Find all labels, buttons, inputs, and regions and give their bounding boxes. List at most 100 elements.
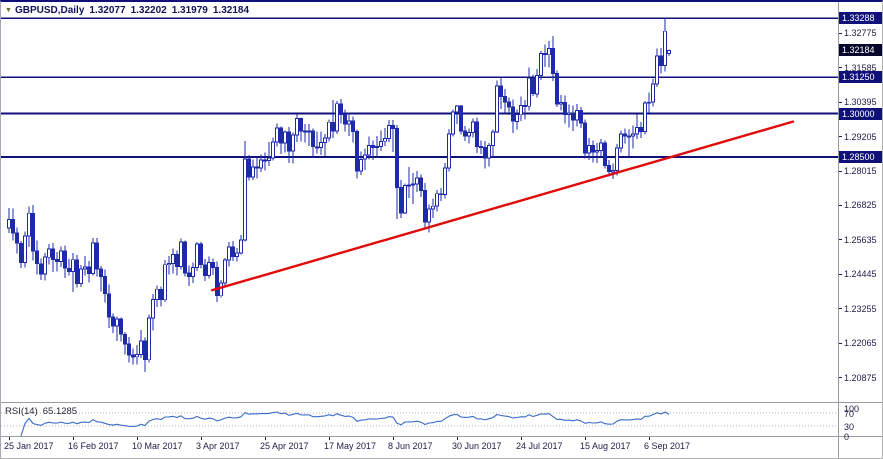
candle-body [467, 131, 471, 137]
candle-body [551, 47, 555, 74]
candle-body [387, 124, 391, 139]
candle-body [107, 293, 111, 318]
candle-body [647, 101, 651, 104]
candle-body [383, 137, 387, 142]
candle-body [575, 110, 579, 121]
candle-body [667, 49, 671, 54]
candle-body [495, 85, 499, 133]
candle-body [599, 142, 603, 151]
candle-body [431, 205, 435, 210]
price-axis-tick-mark [839, 136, 842, 138]
price-axis-tick-mark [839, 377, 842, 379]
candle-body [195, 243, 199, 269]
candle-body [371, 145, 375, 149]
price-pane[interactable] [1, 2, 838, 402]
candle-body [83, 266, 87, 270]
candle-body [63, 250, 67, 269]
candle-body [27, 212, 31, 237]
candle-body [51, 248, 55, 260]
candle-body [215, 267, 219, 297]
candle-body [639, 126, 643, 132]
candle-body [523, 104, 527, 107]
candle-body [559, 102, 563, 105]
candle-body [567, 112, 571, 116]
price-axis-label: 1.30395 [844, 97, 877, 108]
candle-body [407, 184, 411, 187]
price-axis-tick-mark [839, 101, 842, 103]
time-axis-tick-mark [585, 437, 586, 440]
candle-body [335, 103, 339, 132]
symbol-timeframe-label: GBPUSD,Daily [14, 5, 85, 16]
candle-body [491, 131, 495, 147]
main-rsi-separator[interactable] [1, 402, 882, 403]
candle-body [283, 131, 287, 144]
candle-body [627, 135, 631, 138]
rsi-pane[interactable] [1, 403, 838, 436]
candle-body [171, 253, 175, 265]
candle-body [319, 142, 323, 148]
price-axis-separator [838, 2, 839, 458]
quote-high: 1.32202 [130, 5, 167, 16]
candle-body [259, 159, 263, 169]
candle-body [439, 193, 443, 196]
candle-body [223, 259, 227, 284]
candle-body [143, 340, 147, 361]
candle-body [459, 105, 463, 132]
price-axis-label: 1.23255 [844, 303, 877, 314]
candle-body [15, 232, 19, 244]
candle-body [423, 189, 427, 223]
candle-body [503, 95, 507, 103]
price-axis[interactable]: 1.32775 1.31585 1.30395 1.29205 1.28015 1.268… [839, 2, 882, 458]
candle-body [287, 131, 291, 152]
candle-body [611, 170, 615, 173]
trendline[interactable] [210, 120, 795, 292]
candle-body [311, 130, 315, 148]
time-axis[interactable]: 25 Jan 2017 16 Feb 2017 10 Mar 2017 3 Apr 2… [1, 437, 838, 458]
current-price-badge: 1.32184 [839, 44, 882, 57]
candle-body [135, 354, 139, 358]
candle-body [179, 241, 183, 267]
candle-body [359, 158, 363, 172]
candle-body [151, 299, 155, 319]
candle-body [479, 146, 483, 149]
candle-body [343, 114, 347, 125]
price-axis-label: 1.32775 [844, 28, 877, 39]
candle-body [651, 83, 655, 103]
candle-body [419, 177, 423, 191]
candle-body [11, 219, 15, 234]
candle-body [7, 219, 11, 229]
candle-body [331, 121, 335, 132]
price-axis-tick-mark [839, 170, 842, 172]
time-axis-tick-mark [201, 437, 202, 440]
time-axis-label: 16 Feb 2017 [68, 441, 119, 451]
candle-body [123, 333, 127, 345]
candle-body [243, 158, 247, 241]
rsi-name: RSI(14) [5, 406, 38, 417]
candle-body [299, 117, 303, 132]
candle-body [547, 47, 551, 56]
candle-body [207, 261, 211, 276]
price-axis-label: 1.26825 [844, 200, 877, 211]
quote-close: 1.32184 [212, 5, 250, 16]
candle-body [115, 318, 119, 327]
candle-body [75, 259, 79, 285]
candle-body [251, 166, 255, 178]
candle-body [583, 122, 587, 154]
candle-body [663, 30, 667, 66]
rsi-line [20, 411, 670, 436]
candle-body [95, 242, 99, 270]
candle-body [391, 124, 395, 129]
candle-body [111, 316, 115, 327]
candle-body [435, 193, 439, 207]
time-axis-label: 3 Apr 2017 [196, 441, 240, 451]
candle-body [43, 256, 47, 275]
candle-body [267, 157, 271, 161]
time-axis-label: 17 May 2017 [324, 441, 377, 451]
price-axis-label: 1.31585 [844, 62, 877, 73]
candle-body [631, 133, 635, 137]
candle-body [643, 102, 647, 132]
candle-body [227, 246, 231, 261]
candle-body [351, 120, 355, 132]
price-axis-tick-mark [839, 273, 842, 275]
